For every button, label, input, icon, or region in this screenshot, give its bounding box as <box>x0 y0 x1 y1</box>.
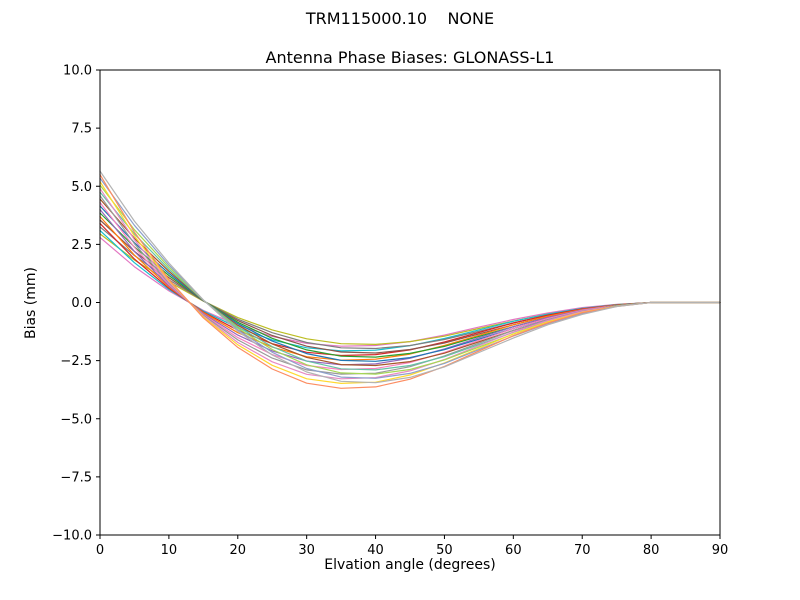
y-tick-label: 5.0 <box>71 180 92 195</box>
series-line <box>99 174 721 389</box>
series-line <box>99 205 721 362</box>
x-tick-label: 30 <box>298 543 315 558</box>
x-tick-label: 80 <box>643 543 660 558</box>
y-tick-label: −10.0 <box>52 529 92 544</box>
series-line <box>99 195 721 375</box>
x-tick-label: 70 <box>574 543 591 558</box>
series-line <box>99 226 721 350</box>
y-tick-label: −5.0 <box>60 412 92 427</box>
series-line <box>99 201 721 371</box>
x-tick-label: 40 <box>367 543 384 558</box>
series-line <box>99 219 721 354</box>
x-tick-label: 60 <box>505 543 522 558</box>
x-tick-label: 0 <box>96 543 104 558</box>
series-line <box>99 212 721 358</box>
axes-title: Antenna Phase Biases: GLONASS-L1 <box>265 48 555 67</box>
y-axis-label: Bias (mm) <box>23 266 39 340</box>
y-tick-label: 10.0 <box>63 64 92 79</box>
y-tick-label: 0.0 <box>71 296 92 311</box>
y-tick-label: −7.5 <box>60 470 92 485</box>
series-line <box>99 177 721 379</box>
figure-suptitle: TRM115000.10 NONE <box>305 9 495 28</box>
x-tick-label: 20 <box>230 543 247 558</box>
x-axis-label: Elvation angle (degrees) <box>324 557 496 573</box>
y-tick-label: −2.5 <box>60 354 92 369</box>
series-line <box>99 170 721 384</box>
series-line <box>99 191 721 371</box>
axes-border <box>99 69 721 536</box>
y-tick-label: 2.5 <box>71 238 92 253</box>
series-line <box>99 198 721 367</box>
x-tick-label: 10 <box>161 543 178 558</box>
x-tick-label: 50 <box>436 543 453 558</box>
y-tick-label: 7.5 <box>71 122 92 137</box>
x-tick-label: 90 <box>712 543 729 558</box>
